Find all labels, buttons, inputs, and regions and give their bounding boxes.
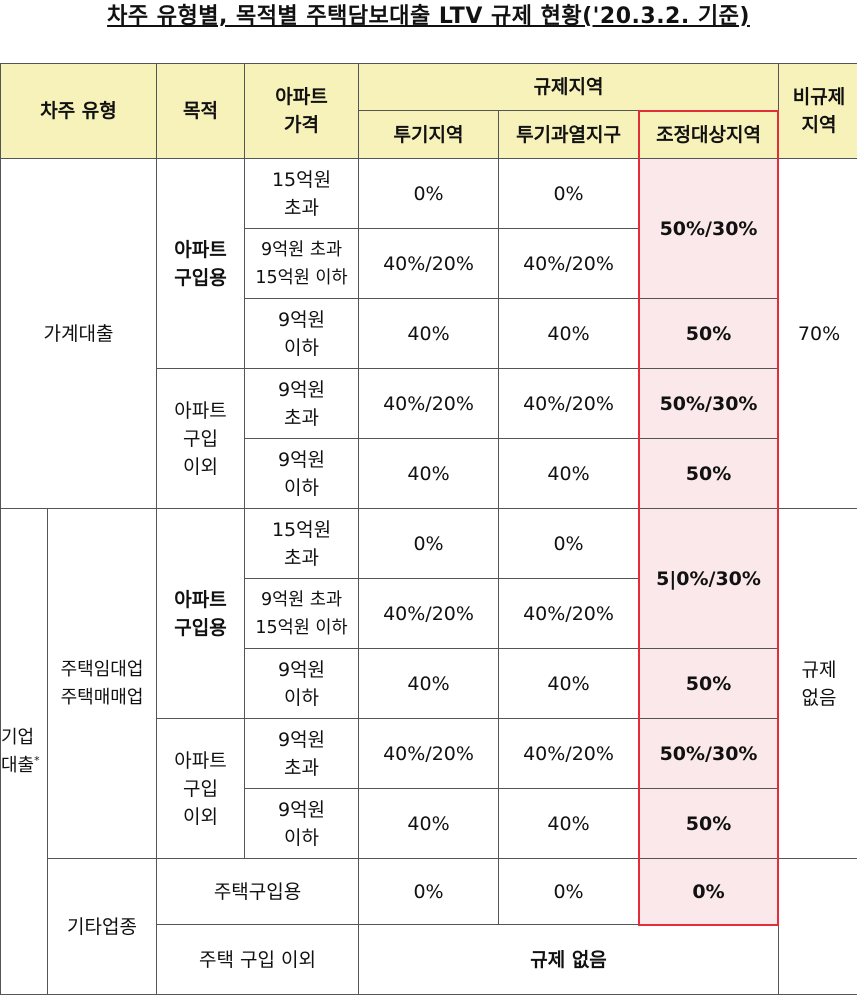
corporate-label: 기업 대출* [0,508,48,995]
household-purchase-label: 아파트 구입용 [156,158,246,369]
spec-cell: 40% [358,298,500,369]
price-cell: 9억원 초과 15억원 이하 [244,578,360,649]
over-cell: 40% [498,788,640,859]
header-price: 아파트 가격 [244,63,360,159]
corporate-purchase-label: 아파트 구입용 [156,508,246,719]
housing-biz-label: 주택임대업 주택매매업 [46,508,158,859]
adj-cell: 50%/30% [638,368,780,439]
spec-cell: 0% [358,158,500,229]
price-cell: 9억원 이하 [244,298,360,369]
over-cell: 40%/20% [498,368,640,439]
over-cell: 0% [498,158,640,229]
price-cell: 9억원 초과 [244,368,360,439]
household-other-label: 아파트 구입 이외 [156,368,246,509]
header-adjusted: 조정대상지역 [638,110,780,159]
household-label: 가계대출 [0,158,158,509]
price-cell: 9억원 이하 [244,438,360,509]
over-cell: 40%/20% [498,578,640,649]
adj-cell: 5|0%/30% [638,508,780,649]
spec-cell: 40% [358,648,500,719]
spec-cell: 0% [358,508,500,579]
other-biz-label: 기타업종 [46,858,158,995]
spec-cell: 40% [358,438,500,509]
over-cell: 40% [498,648,640,719]
spec-cell: 40% [358,788,500,859]
household-non-regulated: 70% [778,158,857,509]
no-regulation-cell: 규제 없음 [358,924,780,995]
corporate-other-label: 아파트 구입 이외 [156,718,246,859]
price-cell: 9억원 초과 15억원 이하 [244,228,360,299]
over-cell: 0% [498,858,640,925]
spec-cell: 40%/20% [358,578,500,649]
over-cell: 40%/20% [498,228,640,299]
adj-cell: 50% [638,648,780,719]
adj-cell: 50%/30% [638,158,780,299]
header-non-regulated: 비규제 지역 [778,63,857,159]
spec-cell: 40%/20% [358,368,500,439]
spec-cell: 40%/20% [358,228,500,299]
adj-cell: 0% [638,858,780,925]
over-cell: 40% [498,298,640,369]
header-regulated: 규제지역 [358,63,780,111]
adj-cell: 50%/30% [638,718,780,789]
header-overheated: 투기과열지구 [498,110,640,159]
price-cell: 9억원 초과 [244,718,360,789]
adj-cell: 50% [638,298,780,369]
footnote-mark: * [34,753,40,767]
corporate-non-regulated: 규제 없음 [778,508,857,859]
corporate-label-text: 기업 대출 [1,726,35,776]
price-cell: 9억원 이하 [244,648,360,719]
header-borrower-type: 차주 유형 [0,63,158,159]
page-title: 차주 유형별, 목적별 주택담보대출 LTV 규제 현황('20.3.2. 기준… [107,4,750,29]
header-purpose: 목적 [156,63,246,159]
over-cell: 40% [498,438,640,509]
over-cell: 0% [498,508,640,579]
ltv-table: 차주 유형 목적 아파트 가격 규제지역 비규제 지역 투기지역 투기과열지구 … [0,63,857,995]
price-cell: 9억원 이하 [244,788,360,859]
house-purchase-label: 주택구입용 [156,858,360,925]
non-purchase-label: 주택 구입 이외 [156,924,360,995]
blank-cell [778,858,857,995]
spec-cell: 0% [358,858,500,925]
adj-cell: 50% [638,438,780,509]
over-cell: 40%/20% [498,718,640,789]
header-speculation: 투기지역 [358,110,500,159]
price-cell: 15억원 초과 [244,158,360,229]
spec-cell: 40%/20% [358,718,500,789]
price-cell: 15억원 초과 [244,508,360,579]
adj-cell: 50% [638,788,780,859]
